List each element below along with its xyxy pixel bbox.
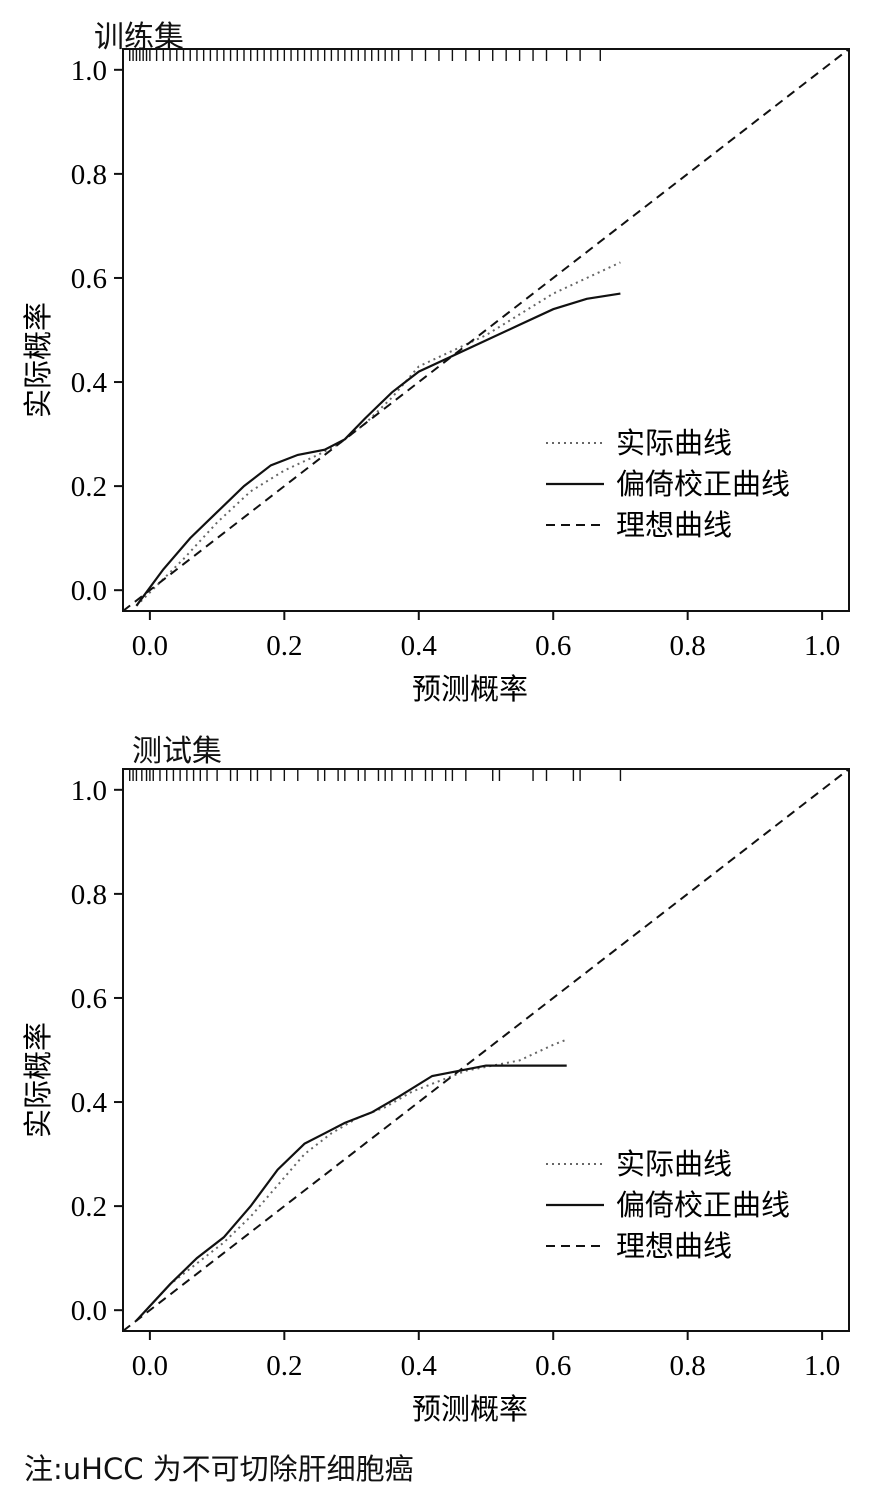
y-tick-label: 0.0	[71, 575, 107, 607]
y-tick-label: 1.0	[71, 55, 107, 87]
legend-label-bias-corrected-curve: 偏倚校正曲线	[616, 1188, 790, 1222]
x-tick-label: 0.2	[266, 1350, 302, 1382]
x-tick-label: 0.0	[132, 630, 168, 662]
ideal-line	[122, 768, 850, 1332]
y-tick-label: 0.0	[71, 1295, 107, 1327]
bias-corrected-curve	[135, 292, 621, 607]
chart-title-test: 测试集	[132, 734, 222, 769]
y-tick-label: 0.4	[71, 1087, 108, 1119]
legend-label-bias-corrected-curve: 偏倚校正曲线	[616, 467, 790, 501]
x-tick-label: 0.4	[401, 630, 438, 662]
apparent-curve	[135, 261, 621, 607]
legend-label-apparent-curve: 实际曲线	[616, 1147, 732, 1181]
legend-label-ideal-line: 理想曲线	[616, 508, 732, 542]
y-tick-label: 0.2	[71, 1191, 107, 1223]
apparent-curve	[135, 1038, 568, 1322]
x-tick-label: 0.8	[670, 630, 706, 662]
y-tick-label: 0.8	[71, 879, 107, 911]
y-tick-label: 0.6	[71, 983, 107, 1015]
x-tick-label: 1.0	[804, 630, 840, 662]
legend-label-apparent-curve: 实际曲线	[616, 426, 732, 460]
y-axis-title: 实际概率	[21, 1022, 55, 1138]
x-tick-label: 0.2	[266, 630, 302, 662]
ideal-line	[122, 48, 850, 612]
y-axis-title: 实际概率	[21, 302, 55, 418]
y-tick-label: 0.2	[71, 471, 107, 503]
legend-label-ideal-line: 理想曲线	[616, 1229, 732, 1263]
bias-corrected-curve	[135, 1064, 567, 1322]
y-tick-label: 0.8	[71, 159, 107, 191]
x-axis-title: 预测概率	[412, 672, 528, 706]
plot-frame	[122, 768, 850, 1332]
x-axis-title: 预测概率	[412, 1392, 528, 1426]
x-tick-label: 0.8	[670, 1350, 706, 1382]
x-tick-label: 0.6	[535, 630, 571, 662]
y-tick-label: 0.6	[71, 263, 107, 295]
x-tick-label: 0.6	[535, 1350, 571, 1382]
x-tick-label: 1.0	[804, 1350, 840, 1382]
figure-note: 注:uHCC 为不可切除肝细胞癌	[24, 1452, 414, 1486]
y-tick-label: 0.4	[71, 367, 108, 399]
y-tick-label: 1.0	[71, 775, 107, 807]
x-tick-label: 0.0	[132, 1350, 168, 1382]
plot-frame	[122, 48, 850, 612]
calibration-chart-training: 0.0 0.2 0.4 0.6 0.8 1.0 0.0 0.2 0.4 0.6 0.8 1.0 预测概率…	[21, 48, 850, 706]
calibration-chart-test: 0.0 0.2 0.4 0.6 0.8 1.0 0.0 0.2 0.4 0.6 0.8 1.0 预测概率…	[21, 768, 850, 1426]
x-tick-label: 0.4	[401, 1350, 438, 1382]
